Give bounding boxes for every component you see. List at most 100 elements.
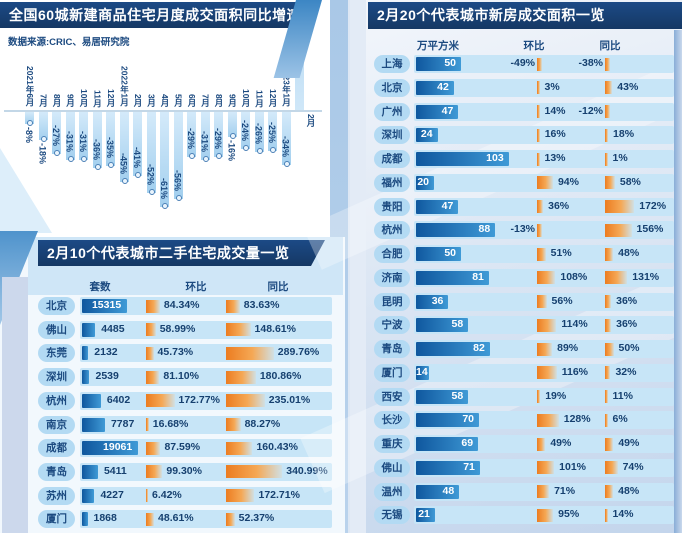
table-row: 42 3% 43% [414,78,674,97]
mom-bar [146,346,154,360]
yoy-value: 36% [616,294,638,307]
mom-bar [537,152,540,166]
yoy-value: 172% [639,199,667,212]
yoy-value: 160.43% [256,441,298,454]
yoy-bar [605,461,618,475]
city-pill: 成都 [374,150,410,168]
yoy-value: 32% [615,365,637,378]
mom-value: 14% [544,104,566,117]
mom-value: 49% [550,437,572,449]
yoy-bar [605,57,610,71]
chart-month-label: 9月 [227,93,238,107]
area-bar [416,270,489,285]
mom-bar [537,176,553,190]
yoy-bar [605,105,610,118]
mom-value: 45.73% [157,346,194,359]
area-value: 48 [442,484,455,497]
yoy-value: 11% [612,389,633,402]
area-value: 103 [486,152,504,164]
city-pill: 贵阳 [374,197,410,216]
units-value: 2132 [94,346,118,359]
col-header-mom2: 环比 [523,40,545,52]
table-row: 21 95% 14% [414,506,674,525]
yoy-bar [226,299,240,313]
yoy-value: -12% [578,104,603,117]
table-row: 6402 172.77% 235.01% [80,391,332,410]
area-bar [416,223,496,238]
chart-month-label: 4月 [160,93,170,107]
yoy-value: 172.71% [258,488,300,501]
chart-bar [187,112,196,157]
chart-point-dot [175,195,182,201]
table-row: 71 101% 74% [414,458,674,477]
yoy-value: 83.63% [243,299,280,311]
chart-value-label: -31% [199,131,210,153]
chart-bar [241,112,250,149]
yoy-bar [226,441,253,455]
city-pill: 济南 [374,268,410,287]
mom-bar [537,271,556,285]
mom-value: 51% [550,247,572,259]
chart-month-label: 8月 [52,93,62,107]
table-row: 4485 58.99% 148.61% [80,320,332,339]
chart-point-dot [81,156,87,162]
data-source-label: 数据来源:CRIC、易居研究院 [8,37,130,48]
mom-bar [537,437,546,451]
mom-value: 128% [563,413,591,426]
table-row: 58 114% 36% [414,316,674,335]
chart-point-dot [243,145,249,151]
chart-month-label: 8月 [214,93,224,107]
mom-value: 84.34% [163,299,200,311]
chart-value-label: -27% [51,125,61,147]
city-pill: 上海 [374,55,410,73]
table-row: 47 36% 172% [414,197,674,216]
chart-month-label: 2月 [306,114,316,128]
area-bar [416,152,509,166]
table-row: 88 -13% 156% [414,221,674,240]
area-value: 24 [420,128,433,141]
area-value: 50 [444,247,456,259]
chart-value-label: -8% [24,127,34,144]
chart-bar [268,112,277,151]
area-bar [416,104,459,119]
city-pill: 深圳 [38,368,75,387]
area-bar [416,365,429,380]
units-value: 1868 [93,512,117,525]
units-value: 15315 [91,299,122,311]
units-bar [82,417,105,432]
chart-value-label: -56% [172,170,183,192]
table-row: 2539 81.10% 180.86% [80,368,332,387]
chart-bar [200,112,210,160]
chart-point-dot [148,189,155,195]
chart-point-dot [202,156,209,162]
area-value: 71 [463,460,475,473]
units-bar [82,512,88,527]
city-pill: 温州 [374,482,410,501]
yoy-bar [605,81,613,95]
area-value: 20 [417,175,429,188]
yoy-bar [226,323,251,337]
area-bar [416,247,461,261]
mom-value: 71% [554,484,576,497]
yoy-bar [605,247,614,261]
table-row: 2132 45.73% 289.76% [80,344,332,363]
chart-point-dot [283,161,290,167]
yoy-value: 88.27% [244,417,281,430]
city-pill: 北京 [374,78,410,97]
mom-value: 13% [544,152,566,164]
yoy-bar [605,223,632,237]
yoy-value: 18% [613,128,635,141]
city-pill: 苏州 [38,486,75,505]
city-pill: 深圳 [374,126,410,145]
chart-bar [146,112,156,193]
chart-bar [25,112,34,124]
yoy-value: 289.76% [277,346,320,359]
area-value: 58 [451,318,464,331]
city-pill: 长沙 [374,411,410,430]
mom-bar [146,323,156,337]
area-bar [416,484,460,499]
mom-bar [537,413,559,427]
area-value: 70 [462,413,474,426]
monthly-chart-title: 全国60城新建商品住宅月度成交面积同比增速 [0,2,321,28]
yoy-bar [605,128,609,142]
